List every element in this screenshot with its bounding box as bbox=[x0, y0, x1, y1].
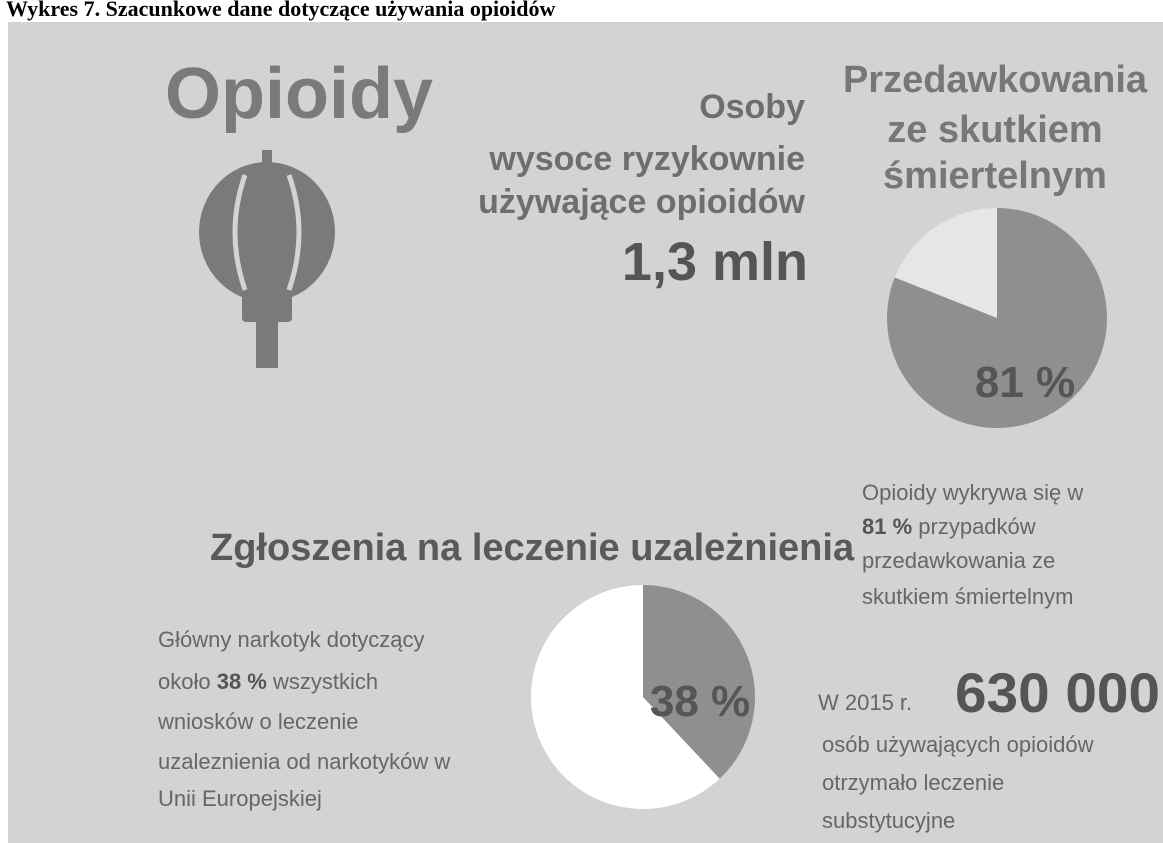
note-line: 81 % przypadków bbox=[862, 514, 1036, 539]
title: Opioidy bbox=[165, 54, 433, 134]
note-text: Główny narkotyk dotyczący bbox=[158, 627, 425, 652]
high-risk-line: Osoby bbox=[699, 88, 805, 126]
pie-label: 38 % bbox=[650, 677, 750, 726]
pie-slice bbox=[887, 208, 1107, 429]
note-line: uzaleznienia od narkotyków w bbox=[158, 749, 450, 774]
overdoses-title-line: ze skutkiem bbox=[887, 109, 1102, 151]
note-line: skutkiem śmiertelnym bbox=[862, 584, 1073, 609]
poppy-icon bbox=[199, 150, 335, 368]
note-line: około 38 % wszystkich bbox=[158, 669, 378, 694]
pie-label: 81 % bbox=[975, 358, 1075, 407]
treatment-title: Zgłoszenia na leczenie uzależnienia bbox=[210, 527, 855, 569]
high-risk-line: wysoce ryzykownie bbox=[488, 140, 805, 178]
note-text: wszystkich bbox=[267, 669, 378, 694]
substitution-line: osób używających opioidów bbox=[822, 732, 1094, 757]
note-line: Główny narkotyk dotyczący bbox=[158, 627, 425, 652]
pie-slice bbox=[643, 585, 756, 779]
note-text: przedawkowania ze bbox=[862, 548, 1055, 573]
high-risk-value: 1,3 mln bbox=[622, 232, 808, 292]
note-text: przypadków bbox=[912, 514, 1036, 539]
note-text: 38 % bbox=[217, 669, 267, 694]
pie-rest bbox=[531, 585, 720, 809]
note-line: wniosków o leczenie bbox=[157, 709, 359, 734]
substitution-value: 630 000 bbox=[955, 661, 1160, 724]
note-text: uzaleznienia od narkotyków w bbox=[158, 749, 450, 774]
note-text: Opioidy wykrywa się w bbox=[862, 480, 1083, 505]
substitution-line: substytucyjne bbox=[822, 808, 955, 833]
overdoses-title-line: śmiertelnym bbox=[883, 155, 1107, 197]
pie-rest bbox=[894, 208, 997, 318]
high-risk-line: używające opioidów bbox=[478, 183, 805, 221]
overdoses-title-line: Przedawkowania bbox=[843, 59, 1148, 101]
note-text: skutkiem śmiertelnym bbox=[862, 584, 1073, 609]
note-text: wniosków o leczenie bbox=[157, 709, 359, 734]
note-text: Unii Europejskiej bbox=[158, 786, 322, 811]
note-text: 81 % bbox=[862, 514, 912, 539]
substitution-prefix: W 2015 r. bbox=[818, 690, 912, 715]
substitution-line: otrzymało leczenie bbox=[822, 770, 1004, 795]
note-line: Unii Europejskiej bbox=[158, 786, 322, 811]
note-text: około bbox=[158, 669, 217, 694]
note-line: Opioidy wykrywa się w bbox=[862, 480, 1083, 505]
caption: Wykres 7. Szacunkowe dane dotyczące używ… bbox=[6, 0, 556, 21]
note-line: przedawkowania ze bbox=[862, 548, 1055, 573]
